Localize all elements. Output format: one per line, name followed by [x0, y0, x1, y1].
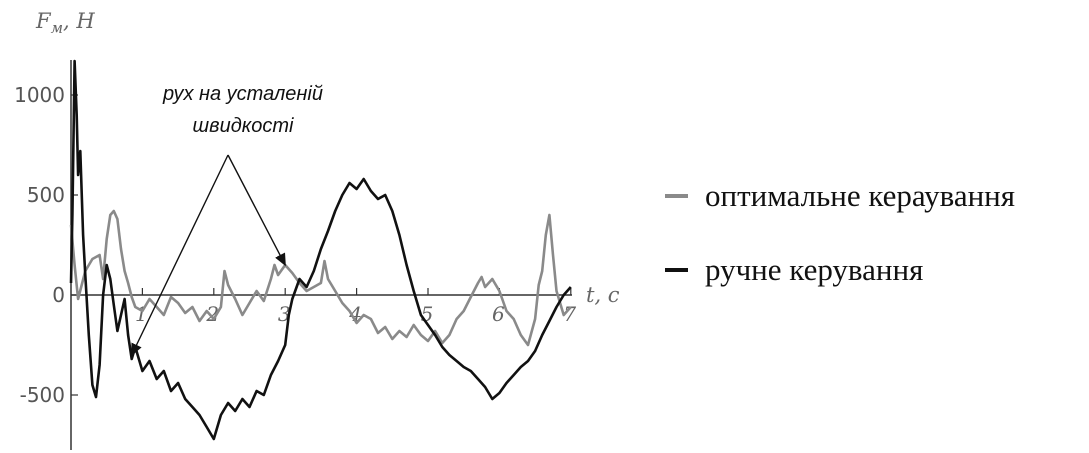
y-axis-title: Fм, Н: [35, 9, 95, 37]
y-tick-label: 0: [52, 283, 65, 307]
y-tick-label: 500: [27, 183, 65, 207]
y-axis-title-rest: , Н: [63, 9, 95, 33]
y-axis-title-main: F: [35, 9, 52, 33]
y-ticks: -500 0 500 1000: [14, 83, 78, 407]
series-line-manual: [69, 59, 572, 441]
legend-label-optimal: оптимальне кераування: [705, 178, 1015, 213]
legend-label-manual: ручне керування: [705, 252, 923, 287]
legend: оптимальне кераування ручне керування: [665, 178, 1015, 287]
annotation-arrow: [131, 154, 229, 357]
x-tick-label: 6: [492, 302, 505, 326]
annotation-line2: швидкості: [193, 115, 294, 137]
y-tick-label: 1000: [14, 83, 65, 107]
x-tick-label: 2: [205, 302, 219, 326]
x-tick-label: 7: [563, 302, 576, 326]
annotation-line1: рух на усталеній: [162, 83, 323, 105]
annotation-arrow: [227, 154, 286, 267]
y-axis-title-sub: м: [51, 19, 63, 37]
x-axis-title: t, c: [586, 283, 620, 307]
series-line-optimal: [69, 209, 572, 347]
series-group: [69, 59, 572, 441]
y-tick-label: -500: [20, 383, 65, 407]
annotation-arrows: [131, 154, 286, 357]
